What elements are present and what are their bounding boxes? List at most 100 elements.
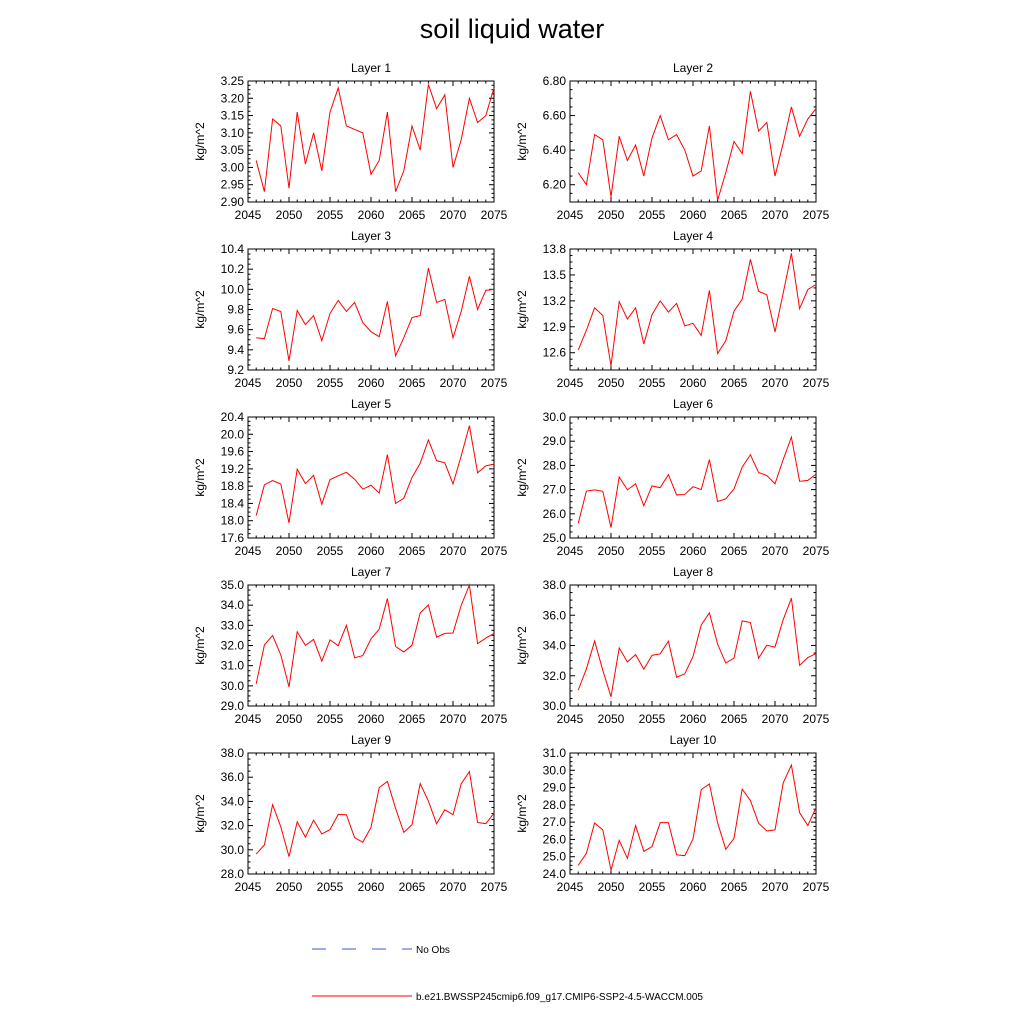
y-tick-label: 10.4 bbox=[221, 242, 245, 256]
y-tick-label: 30.0 bbox=[543, 763, 567, 777]
x-tick-label: 2075 bbox=[803, 712, 830, 726]
x-tick-label: 2070 bbox=[762, 544, 789, 558]
x-tick-label: 2055 bbox=[317, 712, 344, 726]
x-tick-label: 2050 bbox=[276, 712, 303, 726]
legend: No Obs b.e21.BWSSP245cmip6.f09_g17.CMIP6… bbox=[312, 945, 703, 1003]
y-axis-label: kg/m^2 bbox=[193, 122, 207, 161]
panel-title: Layer 5 bbox=[351, 397, 391, 411]
y-tick-label: 2.90 bbox=[221, 195, 245, 209]
x-tick-label: 2070 bbox=[762, 880, 789, 894]
x-tick-label: 2065 bbox=[399, 712, 426, 726]
series-line bbox=[255, 770, 495, 857]
x-tick-label: 2045 bbox=[557, 712, 584, 726]
panel-layer-4: Layer 4 kg/m^2 2045 2050 2055 2060 2065 2070 207… bbox=[515, 229, 830, 390]
panel-title: Layer 10 bbox=[670, 733, 717, 747]
y-tick-label: 20.4 bbox=[221, 410, 245, 424]
y-tick-label: 3.05 bbox=[221, 143, 245, 157]
x-tick-label: 2075 bbox=[481, 544, 508, 558]
x-tick-label: 2065 bbox=[721, 376, 748, 390]
y-tick-label: 29.0 bbox=[221, 699, 245, 713]
panel-title: Layer 8 bbox=[673, 565, 713, 579]
y-tick-label: 10.2 bbox=[221, 262, 245, 276]
x-tick-label: 2070 bbox=[440, 376, 467, 390]
x-tick-label: 2065 bbox=[399, 376, 426, 390]
y-tick-label: 17.6 bbox=[221, 531, 245, 545]
x-tick-label: 2070 bbox=[762, 712, 789, 726]
x-tick-label: 2065 bbox=[399, 544, 426, 558]
y-tick-label: 33.0 bbox=[221, 618, 245, 632]
x-tick-label: 2060 bbox=[680, 208, 707, 222]
panel-layer-3: Layer 3 kg/m^2 2045 2050 2055 2060 2065 2070 207… bbox=[193, 229, 508, 390]
panel-title: Layer 2 bbox=[673, 61, 713, 75]
y-tick-label: 13.2 bbox=[543, 294, 567, 308]
y-tick-label: 12.9 bbox=[543, 320, 567, 334]
x-tick-label: 2075 bbox=[803, 376, 830, 390]
y-tick-label: 30.0 bbox=[221, 679, 245, 693]
y-tick-label: 12.6 bbox=[543, 346, 567, 360]
series-line bbox=[255, 583, 495, 687]
y-tick-label: 18.4 bbox=[221, 496, 245, 510]
x-tick-label: 2045 bbox=[235, 712, 262, 726]
panel-layer-10: Layer 10 kg/m^2 2045 2050 2055 2060 2065 2070 20… bbox=[515, 733, 830, 894]
x-tick-label: 2055 bbox=[639, 544, 666, 558]
y-tick-label: 18.8 bbox=[221, 479, 245, 493]
x-tick-label: 2060 bbox=[680, 544, 707, 558]
y-tick-label: 26.0 bbox=[543, 507, 567, 521]
x-tick-label: 2045 bbox=[235, 880, 262, 894]
y-axis-label: kg/m^2 bbox=[515, 122, 529, 161]
x-tick-label: 2065 bbox=[721, 880, 748, 894]
y-tick-label: 9.4 bbox=[227, 343, 244, 357]
plot-frame bbox=[247, 584, 495, 707]
panel-layer-9: Layer 9 kg/m^2 2045 2050 2055 2060 2065 2070 207… bbox=[193, 733, 508, 894]
y-tick-label: 30.0 bbox=[543, 699, 567, 713]
y-tick-label: 9.8 bbox=[227, 303, 244, 317]
y-tick-label: 6.20 bbox=[543, 178, 567, 192]
x-tick-label: 2060 bbox=[358, 544, 385, 558]
y-tick-label: 28.0 bbox=[221, 867, 245, 881]
y-axis-label: kg/m^2 bbox=[515, 626, 529, 665]
y-tick-label: 25.0 bbox=[543, 531, 567, 545]
panel-title: Layer 1 bbox=[351, 61, 391, 75]
x-tick-label: 2055 bbox=[317, 208, 344, 222]
x-tick-label: 2070 bbox=[440, 544, 467, 558]
plot-frame bbox=[247, 752, 495, 875]
panel-title: Layer 7 bbox=[351, 565, 391, 579]
x-tick-label: 2050 bbox=[276, 376, 303, 390]
x-tick-label: 2050 bbox=[276, 208, 303, 222]
x-tick-label: 2075 bbox=[803, 208, 830, 222]
y-tick-label: 27.0 bbox=[543, 483, 567, 497]
plot-frame bbox=[569, 248, 817, 371]
y-tick-label: 2.95 bbox=[221, 178, 245, 192]
panel-layer-7: Layer 7 kg/m^2 2045 2050 2055 2060 2065 2070 207… bbox=[193, 565, 508, 726]
y-tick-label: 6.40 bbox=[543, 143, 567, 157]
y-axis-label: kg/m^2 bbox=[193, 290, 207, 329]
series-line bbox=[577, 597, 817, 697]
x-tick-label: 2075 bbox=[481, 376, 508, 390]
y-tick-label: 24.0 bbox=[543, 867, 567, 881]
y-axis-label: kg/m^2 bbox=[193, 626, 207, 665]
panel-title: Layer 6 bbox=[673, 397, 713, 411]
y-tick-label: 36.0 bbox=[221, 770, 245, 784]
plot-frame bbox=[569, 80, 817, 203]
series-line bbox=[577, 91, 817, 201]
x-tick-label: 2045 bbox=[235, 208, 262, 222]
x-tick-label: 2050 bbox=[598, 208, 625, 222]
y-tick-label: 35.0 bbox=[221, 578, 245, 592]
legend-model-label: b.e21.BWSSP245cmip6.f09_g17.CMIP6-SSP2-4… bbox=[416, 992, 703, 1003]
x-tick-label: 2070 bbox=[440, 880, 467, 894]
series-line bbox=[577, 253, 817, 366]
y-tick-label: 25.0 bbox=[543, 850, 567, 864]
panel-layer-8: Layer 8 kg/m^2 2045 2050 2055 2060 2065 2070 207… bbox=[515, 565, 830, 726]
x-tick-label: 2060 bbox=[680, 880, 707, 894]
y-tick-label: 34.0 bbox=[543, 639, 567, 653]
series-line bbox=[577, 763, 817, 871]
series-line bbox=[255, 425, 495, 523]
x-tick-label: 2045 bbox=[235, 376, 262, 390]
y-tick-label: 13.8 bbox=[543, 242, 567, 256]
x-tick-label: 2060 bbox=[358, 376, 385, 390]
y-tick-label: 3.20 bbox=[221, 91, 245, 105]
x-tick-label: 2050 bbox=[598, 544, 625, 558]
x-tick-label: 2070 bbox=[762, 208, 789, 222]
y-axis-label: kg/m^2 bbox=[193, 794, 207, 833]
